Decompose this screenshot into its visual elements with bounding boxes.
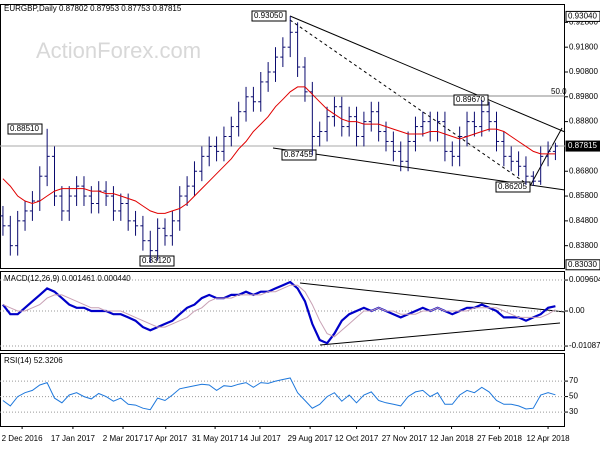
macd-trendline xyxy=(299,282,566,313)
x-tick-label: 31 May 2017 xyxy=(192,434,239,443)
x-tick-label: 2 Dec 2016 xyxy=(2,434,43,443)
trendline xyxy=(289,15,566,133)
x-tick-label: 12 Apr 2018 xyxy=(526,434,570,443)
price-marker-box xyxy=(565,140,600,152)
rsi-panel-frame xyxy=(0,353,565,427)
y-tick-label: 0.009604 xyxy=(569,275,600,284)
annotation: 0.87455 xyxy=(284,150,313,159)
x-tick-label: 12 Jan 2018 xyxy=(430,434,475,443)
annotation-box xyxy=(453,94,489,106)
series-line xyxy=(2,377,556,411)
x-tick-label: 2 Mar 2017 xyxy=(103,434,144,443)
y-tick-label: 70 xyxy=(569,376,578,385)
annotation-box xyxy=(495,181,531,193)
y-tick-label: 0.00 xyxy=(569,306,585,315)
y-tick-label: -0.010873 xyxy=(569,341,600,350)
rsi-title: RSI(14) 52.3206 xyxy=(4,356,63,365)
price-marker-label: 0.93040 xyxy=(568,12,597,21)
y-tick-label: 0.89800 xyxy=(569,92,598,101)
price-marker-box xyxy=(565,10,600,22)
price-marker-label: 0.83030 xyxy=(568,260,597,269)
annotation: 0.89670 xyxy=(456,95,485,104)
x-tick-label: 17 Apr 2017 xyxy=(144,434,188,443)
y-tick-label: 0.84800 xyxy=(569,216,598,225)
x-tick-label: 27 Feb 2018 xyxy=(477,434,522,443)
trendline xyxy=(289,19,531,187)
y-tick-label: 30 xyxy=(569,407,578,416)
watermark: ActionForex.com xyxy=(36,38,201,63)
annotation: 0.83120 xyxy=(142,256,171,265)
price-title: EURGBP,Daily 0.87802 0.87953 0.87753 0.8… xyxy=(4,4,182,13)
y-tick-label: 0.88800 xyxy=(569,117,598,126)
x-tick-label: 14 Jul 2017 xyxy=(239,434,281,443)
series-line xyxy=(2,280,556,345)
y-tick-label: 50 xyxy=(569,392,578,401)
y-tick-label: 0.90800 xyxy=(569,67,598,76)
x-tick-label: 12 Oct 2017 xyxy=(335,434,379,443)
price-marker-label: 0.87815 xyxy=(568,141,597,150)
y-tick-label: 0.86800 xyxy=(569,166,598,175)
x-tick-label: 17 Jan 2017 xyxy=(51,434,96,443)
y-tick-label: 0.85800 xyxy=(569,191,598,200)
x-tick-label: 29 Aug 2017 xyxy=(288,434,333,443)
series-line xyxy=(2,86,556,214)
annotation: 0.93050 xyxy=(254,11,283,20)
y-tick-label: 0.83800 xyxy=(569,241,598,250)
macd-trendline xyxy=(319,322,561,346)
macd-title: MACD(12,26,9) 0.001461 0.000440 xyxy=(4,274,131,283)
annotation: 50.0 xyxy=(551,87,567,96)
trendline xyxy=(529,127,563,187)
y-tick-label: 0.92800 xyxy=(569,17,598,26)
annotation-box xyxy=(281,149,317,161)
annotations: 0.93050 0.88510 0.87455 0.89670 0.86205 … xyxy=(7,10,567,267)
annotation: 0.86205 xyxy=(498,182,527,191)
trendlines xyxy=(0,15,566,346)
annotation-box xyxy=(251,10,287,22)
y-tick-label: 0.91800 xyxy=(569,42,598,51)
annotation-box xyxy=(7,123,43,135)
series-line xyxy=(2,284,556,338)
annotation: 0.88510 xyxy=(10,124,39,133)
price-marker-box xyxy=(565,259,600,271)
x-tick-label: 27 Nov 2017 xyxy=(382,434,428,443)
price-panel-frame xyxy=(0,4,565,269)
annotation-box xyxy=(139,255,175,267)
